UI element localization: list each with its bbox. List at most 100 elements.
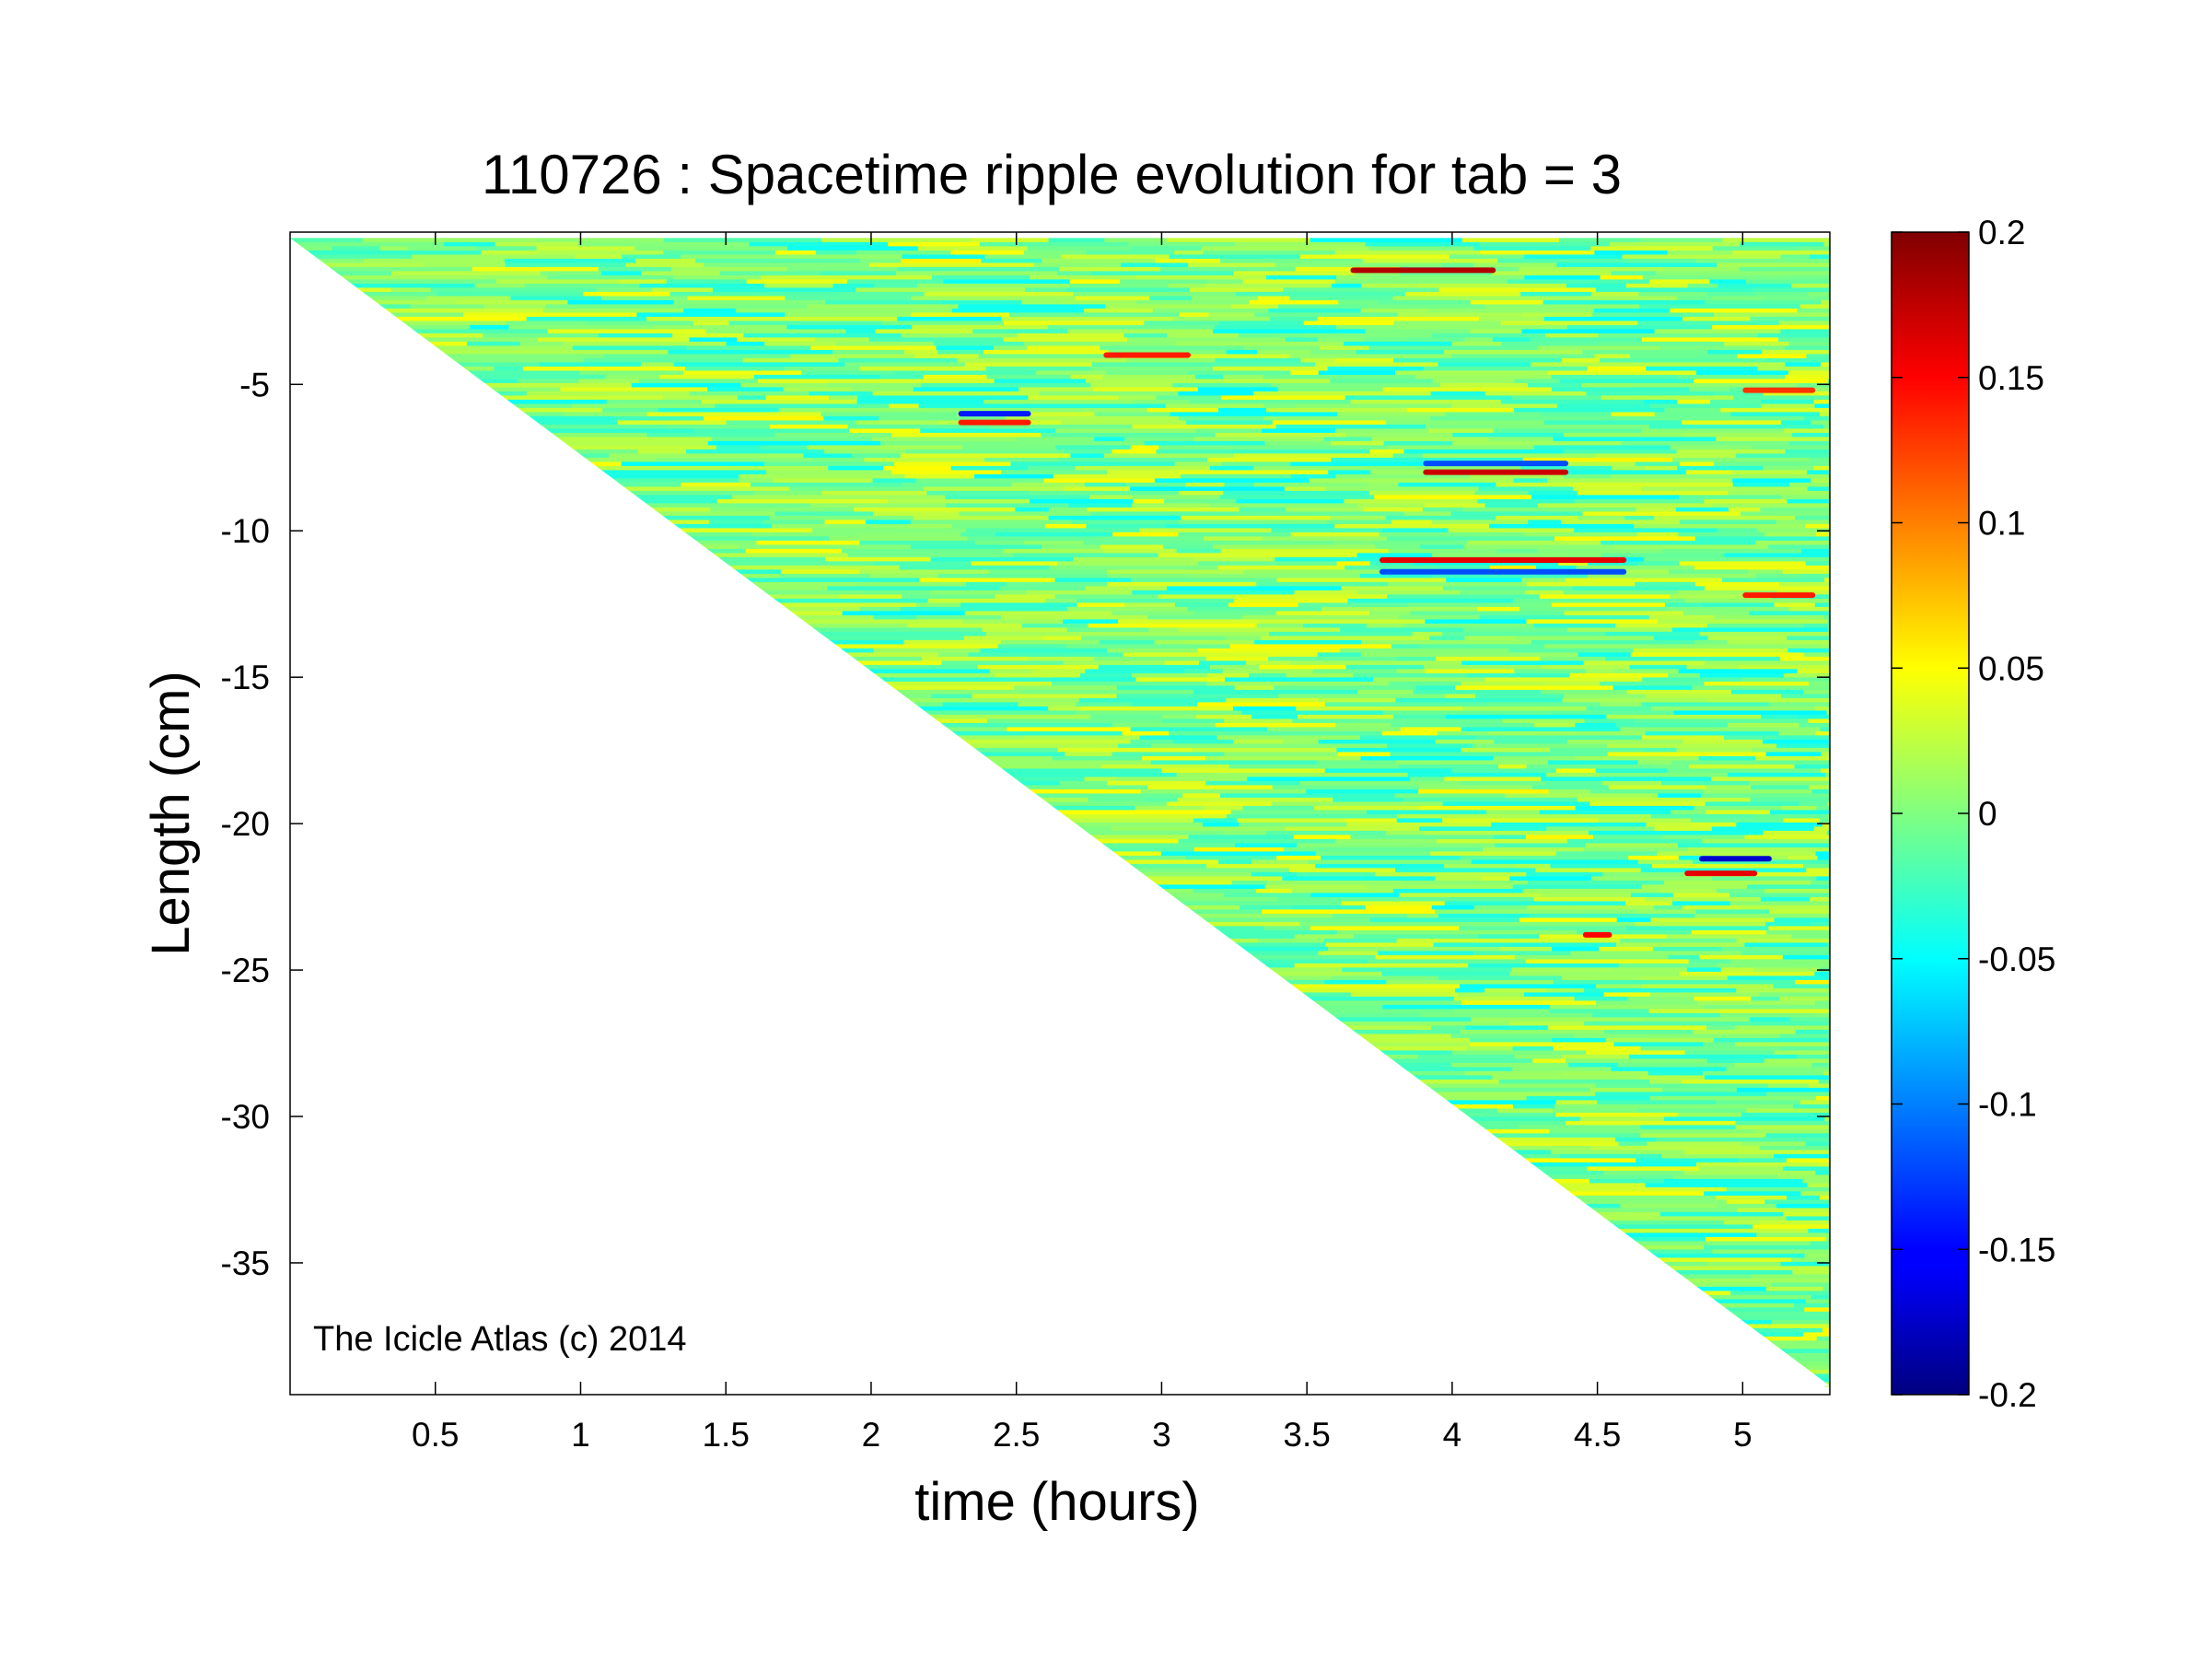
heatmap-cell xyxy=(1754,1128,1830,1134)
heatmap-cell xyxy=(1765,357,1830,363)
heatmap-cell xyxy=(1275,424,1426,429)
heatmap-cell xyxy=(989,669,1032,674)
heatmap-cell xyxy=(1289,296,1393,301)
heatmap-cell xyxy=(1178,627,1341,633)
heatmap-cell xyxy=(1206,863,1316,869)
heatmap-cell xyxy=(1677,843,1830,848)
heatmap-cell xyxy=(1775,520,1830,525)
heatmap-cell xyxy=(1057,747,1193,753)
heatmap-cell xyxy=(1005,415,1179,421)
heatmap-cell xyxy=(1562,357,1601,363)
heatmap-cell xyxy=(1528,382,1581,388)
heatmap-cell xyxy=(1178,520,1282,525)
heatmap-cell xyxy=(1089,266,1160,272)
heatmap-cell xyxy=(1310,238,1462,243)
heatmap-cell xyxy=(1058,266,1090,272)
heatmap-cell xyxy=(695,258,860,263)
heatmap-cell xyxy=(1191,909,1263,915)
heatmap-cell xyxy=(1163,544,1214,550)
heatmap-cell xyxy=(1647,1070,1703,1076)
heatmap-cell xyxy=(1175,602,1228,608)
heatmap-cell xyxy=(1781,805,1817,811)
heatmap-cell xyxy=(941,299,1022,305)
heatmap-cell xyxy=(673,523,772,529)
heatmap-cell xyxy=(1116,777,1248,782)
heatmap-cell xyxy=(1593,308,1671,313)
heatmap-cell xyxy=(1653,946,1723,952)
heatmap-cell xyxy=(1213,366,1328,371)
heatmap-cell xyxy=(1764,1058,1830,1064)
heatmap-cell xyxy=(476,246,537,251)
heatmap-cell xyxy=(1146,876,1283,882)
heatmap-cell xyxy=(1746,1108,1830,1114)
heatmap-cell xyxy=(1432,379,1515,384)
heatmap-cell xyxy=(1793,1104,1830,1109)
heatmap-cell xyxy=(854,507,1016,512)
heatmap-cell xyxy=(1721,578,1825,583)
heatmap-cell xyxy=(1315,362,1438,368)
heatmap-cell xyxy=(1147,785,1273,790)
heatmap-cell xyxy=(772,523,908,529)
heatmap-cell xyxy=(773,254,902,260)
heatmap-cell xyxy=(968,652,1123,658)
heatmap-cell xyxy=(701,399,857,404)
heatmap-cell xyxy=(605,374,660,380)
heatmap-cell xyxy=(1769,1340,1830,1346)
heatmap-cell xyxy=(554,349,669,355)
ripple-feature xyxy=(1350,267,1496,274)
heatmap-cell xyxy=(1706,623,1805,628)
heatmap-cell xyxy=(1042,544,1100,550)
heatmap-cell xyxy=(1509,942,1616,948)
heatmap-cell xyxy=(1449,254,1525,260)
heatmap-cell xyxy=(1341,901,1445,906)
heatmap-cell xyxy=(534,420,618,426)
heatmap-cell xyxy=(1558,561,1588,567)
heatmap-cell xyxy=(1561,1054,1629,1059)
heatmap-cell xyxy=(1086,250,1174,255)
x-tick-label: 4 xyxy=(1443,1416,1462,1454)
heatmap-cell xyxy=(1514,669,1586,674)
heatmap-cell xyxy=(384,308,544,313)
heatmap-cell xyxy=(917,283,1070,288)
heatmap-cell xyxy=(1398,764,1498,769)
heatmap-cell xyxy=(1023,250,1087,255)
heatmap-cell xyxy=(1297,843,1422,848)
heatmap-cell xyxy=(1261,428,1336,434)
heatmap-cell xyxy=(1078,697,1227,703)
heatmap-cell xyxy=(1566,627,1672,633)
heatmap-cell xyxy=(1431,553,1601,558)
heatmap-cell xyxy=(864,590,930,595)
heatmap-cell xyxy=(1238,333,1275,338)
heatmap-cell xyxy=(1587,366,1647,371)
colorbar-tick-label: -0.1 xyxy=(1978,1086,2037,1124)
heatmap-cell xyxy=(1158,445,1232,450)
heatmap-cell xyxy=(1706,1236,1826,1242)
heatmap-cell xyxy=(1635,461,1680,467)
heatmap-cell xyxy=(856,287,1026,293)
heatmap-cell xyxy=(745,548,842,554)
ripple-feature xyxy=(958,411,1031,417)
heatmap-cell xyxy=(946,503,1069,508)
heatmap-cell xyxy=(1529,913,1695,918)
plot-frame xyxy=(289,231,1831,1396)
heatmap-cell xyxy=(1612,967,1687,973)
heatmap-cell xyxy=(763,520,825,525)
heatmap-cell xyxy=(1207,672,1249,678)
heatmap-cell xyxy=(1118,855,1185,860)
heatmap-cell xyxy=(1151,880,1232,885)
heatmap-cell xyxy=(1744,942,1827,948)
heatmap-cell xyxy=(1345,432,1453,438)
heatmap-cell xyxy=(1779,1034,1830,1039)
heatmap-cell xyxy=(790,354,914,359)
heatmap-cell xyxy=(941,660,1064,666)
colorbar-tick-label: -0.05 xyxy=(1978,940,2055,978)
heatmap-cell xyxy=(1659,1211,1784,1217)
heatmap-cell xyxy=(1419,826,1547,832)
heatmap-cell xyxy=(663,250,776,255)
heatmap-cell xyxy=(1519,917,1617,923)
heatmap-cell xyxy=(1285,826,1420,832)
heatmap-cell xyxy=(1460,855,1629,860)
heatmap-cell xyxy=(637,449,686,454)
heatmap-cell xyxy=(1028,465,1076,471)
heatmap-cell xyxy=(1704,1244,1830,1250)
